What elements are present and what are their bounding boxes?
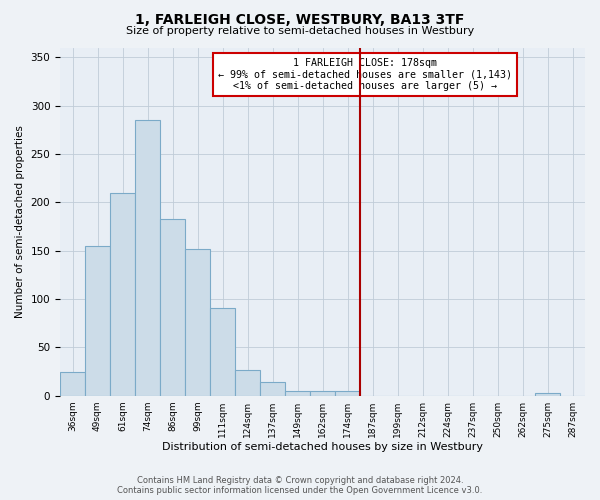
Bar [335, 391, 360, 396]
Y-axis label: Number of semi-detached properties: Number of semi-detached properties [15, 125, 25, 318]
Bar [160, 218, 185, 396]
Bar [210, 308, 235, 396]
X-axis label: Distribution of semi-detached houses by size in Westbury: Distribution of semi-detached houses by … [162, 442, 483, 452]
Text: Contains HM Land Registry data © Crown copyright and database right 2024.
Contai: Contains HM Land Registry data © Crown c… [118, 476, 482, 495]
Bar [85, 246, 110, 396]
Bar [260, 382, 285, 396]
Bar [60, 372, 85, 396]
Bar [535, 393, 560, 396]
Bar [310, 391, 335, 396]
Text: 1 FARLEIGH CLOSE: 178sqm
← 99% of semi-detached houses are smaller (1,143)
<1% o: 1 FARLEIGH CLOSE: 178sqm ← 99% of semi-d… [218, 58, 512, 91]
Bar [235, 370, 260, 396]
Text: Size of property relative to semi-detached houses in Westbury: Size of property relative to semi-detach… [126, 26, 474, 36]
Bar [285, 391, 310, 396]
Bar [185, 248, 210, 396]
Text: 1, FARLEIGH CLOSE, WESTBURY, BA13 3TF: 1, FARLEIGH CLOSE, WESTBURY, BA13 3TF [136, 12, 464, 26]
Bar [135, 120, 160, 396]
Bar [110, 192, 135, 396]
